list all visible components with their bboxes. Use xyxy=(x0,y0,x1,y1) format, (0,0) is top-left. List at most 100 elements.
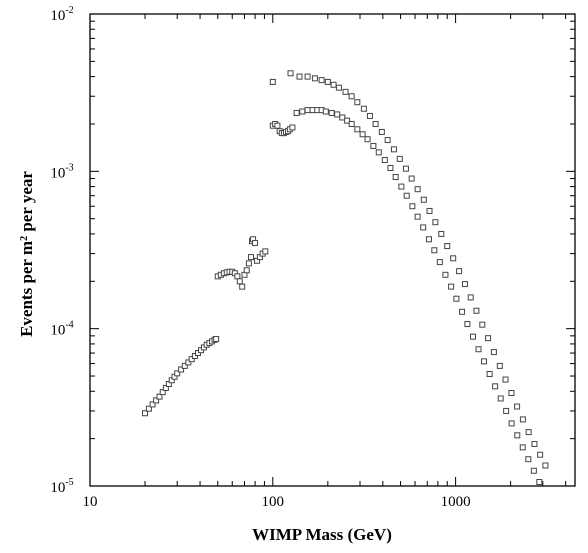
plot-area xyxy=(89,13,576,487)
data-point-upper xyxy=(366,112,373,119)
data-point-lower xyxy=(403,192,410,199)
data-point-lower xyxy=(354,126,361,133)
data-point-lower xyxy=(359,131,366,138)
data-point-upper xyxy=(542,462,549,469)
axis-ticks xyxy=(89,13,575,487)
data-point-upper xyxy=(324,78,331,85)
data-point-lower xyxy=(299,108,306,115)
data-point-upper xyxy=(519,416,526,423)
data-point-upper xyxy=(360,105,367,112)
data-point-lower xyxy=(262,248,269,255)
data-point-lower xyxy=(156,393,163,400)
data-point-upper xyxy=(461,281,468,288)
data-point-upper xyxy=(490,349,497,356)
data-point-lower xyxy=(234,273,241,280)
data-point-upper xyxy=(390,146,397,153)
data-point-lower xyxy=(469,333,476,340)
x-tick-labels: 10 100 1000 xyxy=(83,494,471,510)
data-point-lower xyxy=(398,183,405,190)
data-point-upper xyxy=(444,243,451,250)
y-tick-label-base: 10 xyxy=(50,480,65,496)
data-point-lower xyxy=(530,467,537,474)
data-point-lower xyxy=(375,149,382,156)
data-point-lower xyxy=(245,260,252,267)
data-point-lower xyxy=(188,356,195,363)
data-point-lower xyxy=(174,370,181,377)
data-point-lower xyxy=(431,247,438,254)
y-tick-labels: 10-510-410-310-2 xyxy=(50,5,73,496)
data-point-lower xyxy=(503,407,510,414)
data-point-upper xyxy=(438,230,445,237)
data-point-upper xyxy=(432,219,439,226)
data-point-upper xyxy=(531,440,538,447)
y-axis-title-pre: Events per m xyxy=(17,241,36,337)
data-point-upper xyxy=(384,137,391,144)
data-point-lower xyxy=(519,444,526,451)
data-point-upper xyxy=(479,321,486,328)
data-point-lower xyxy=(178,366,185,373)
x-tick-label: 10 xyxy=(83,494,98,510)
data-point-lower xyxy=(480,358,487,365)
data-point-upper xyxy=(304,73,311,80)
y-axis-title-post: per year xyxy=(17,171,36,236)
x-axis-title: WIMP Mass (GeV) xyxy=(252,525,392,544)
data-point-lower xyxy=(370,142,377,149)
data-point-upper xyxy=(508,390,515,397)
data-point-upper xyxy=(296,73,303,80)
data-point-lower xyxy=(243,267,250,274)
y-tick-label-exponent: -4 xyxy=(65,320,73,331)
data-point-lower xyxy=(145,405,152,412)
data-point-lower xyxy=(364,136,371,143)
data-point-lower xyxy=(334,111,341,118)
x-tick-label: 1000 xyxy=(441,494,471,510)
data-point-lower xyxy=(497,395,504,402)
data-point-lower xyxy=(239,283,246,290)
data-point-upper xyxy=(348,93,355,100)
data-point-lower xyxy=(420,224,427,231)
data-point-upper xyxy=(402,165,409,172)
data-point-lower xyxy=(293,109,300,116)
y-axis-title-sup: 2 xyxy=(19,236,30,241)
data-point-lower xyxy=(289,124,296,131)
data-point-lower xyxy=(453,295,460,302)
data-point-upper xyxy=(396,155,403,162)
data-point-lower xyxy=(459,308,466,315)
y-axis-title: Events per m2 per year xyxy=(17,171,36,337)
data-point-upper xyxy=(514,403,521,410)
y-tick-label-base: 10 xyxy=(50,165,65,181)
data-point-lower xyxy=(414,213,421,220)
y-tick-label: 10-3 xyxy=(50,162,73,181)
data-point-upper xyxy=(426,207,433,214)
data-point-upper xyxy=(372,120,379,127)
data-point-lower xyxy=(536,479,543,486)
data-point-lower xyxy=(387,164,394,171)
data-point-upper xyxy=(330,81,337,88)
data-point-upper xyxy=(467,294,474,301)
data-point-upper xyxy=(269,78,276,85)
data-point-lower xyxy=(322,108,329,115)
data-point-lower xyxy=(436,259,443,266)
data-point-upper xyxy=(408,175,415,182)
data-point-upper xyxy=(456,268,463,275)
data-point-lower xyxy=(486,371,493,378)
data-point-lower xyxy=(514,432,521,439)
data-point-lower xyxy=(381,157,388,164)
data-point-upper xyxy=(335,84,342,91)
data-point-upper xyxy=(318,77,325,84)
y-tick-label: 10-2 xyxy=(50,5,73,24)
data-point-upper xyxy=(502,376,509,383)
data-point-upper xyxy=(354,99,361,106)
data-point-lower xyxy=(464,321,471,328)
y-tick-label-base: 10 xyxy=(50,323,65,339)
data-point-lower xyxy=(392,174,399,181)
y-tick-label: 10-5 xyxy=(50,477,73,496)
data-point-lower xyxy=(525,456,532,463)
data-point-lower xyxy=(159,389,166,396)
data-point-upper xyxy=(537,451,544,458)
y-tick-label: 10-4 xyxy=(50,320,73,339)
plot-frame xyxy=(89,13,576,487)
data-point-lower xyxy=(442,271,449,278)
data-point-lower xyxy=(425,236,432,243)
data-point-lower xyxy=(236,278,243,285)
